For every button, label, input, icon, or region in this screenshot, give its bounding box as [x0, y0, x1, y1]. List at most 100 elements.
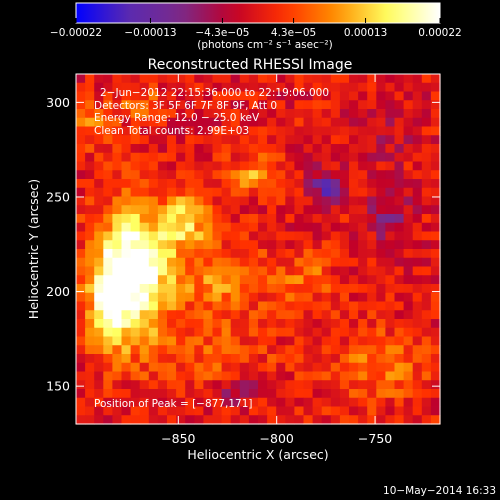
heatmap-cell: [303, 144, 314, 154]
heatmap-cell: [403, 284, 414, 294]
heatmap-cell: [139, 362, 150, 373]
heatmap-cell: [203, 354, 214, 364]
heatmap-cell: [212, 257, 223, 268]
heatmap-cell: [258, 292, 268, 303]
heatmap-cell: [367, 179, 377, 189]
heatmap-cell: [76, 275, 86, 285]
heatmap-cell: [303, 257, 314, 268]
heatmap-cell: [385, 74, 396, 84]
heatmap-cell: [385, 319, 396, 329]
heatmap-cell: [248, 205, 259, 215]
heatmap-cell: [103, 284, 113, 294]
x-tick-label: −850: [161, 431, 195, 446]
heatmap-cell: [403, 240, 414, 250]
heatmap-cell: [303, 284, 314, 294]
heatmap-cell: [112, 249, 123, 259]
heatmap-cell: [103, 152, 113, 163]
heatmap-cell: [267, 179, 277, 189]
heatmap-cell: [185, 257, 195, 268]
heatmap-cell: [330, 345, 341, 355]
heatmap-cell: [103, 187, 113, 198]
heatmap-cell: [412, 362, 423, 373]
heatmap-cell: [130, 415, 141, 425]
heatmap-cell: [276, 170, 286, 180]
heatmap-cell: [303, 406, 314, 416]
heatmap-cell: [112, 240, 123, 250]
heatmap-cell: [212, 319, 223, 329]
heatmap-cell: [385, 231, 396, 241]
heatmap-cell: [403, 196, 414, 206]
heatmap-cell: [430, 319, 441, 329]
heatmap-cell: [303, 336, 314, 346]
heatmap-cell: [212, 362, 223, 373]
heatmap-cell: [103, 91, 113, 101]
heatmap-cell: [194, 354, 204, 364]
heatmap-cell: [76, 91, 86, 101]
heatmap-cell: [203, 117, 214, 128]
heatmap-cell: [221, 292, 232, 303]
heatmap-cell: [85, 336, 95, 346]
heatmap-cell: [148, 266, 159, 276]
heatmap-cell: [330, 397, 341, 408]
heatmap-cell: [194, 336, 204, 346]
heatmap-cell: [258, 231, 268, 241]
heatmap-cell: [285, 196, 295, 206]
heatmap-cell: [276, 310, 286, 320]
heatmap-cell: [394, 91, 405, 101]
heatmap-cell: [339, 249, 350, 259]
heatmap-cell: [358, 275, 368, 285]
heatmap-cell: [276, 187, 286, 198]
heatmap-cell: [358, 100, 368, 110]
heatmap-cell: [312, 389, 323, 399]
heatmap-cell: [276, 292, 286, 303]
heatmap-cell: [303, 109, 314, 119]
heatmap-cell: [139, 161, 150, 171]
heatmap-cell: [376, 161, 386, 171]
heatmap-cell: [157, 161, 168, 171]
heatmap-cell: [76, 205, 86, 215]
heatmap-cell: [349, 292, 359, 303]
heatmap-cell: [121, 205, 132, 215]
heatmap-cell: [230, 135, 241, 145]
heatmap-cell: [167, 152, 177, 163]
heatmap-cell: [376, 362, 386, 373]
heatmap-cell: [330, 310, 341, 320]
heatmap-cell: [430, 406, 441, 416]
heatmap-cell: [376, 135, 386, 145]
heatmap-cell: [376, 74, 386, 84]
heatmap-cell: [358, 397, 368, 408]
heatmap-cell: [76, 406, 86, 416]
heatmap-cell: [112, 187, 123, 198]
heatmap-cell: [103, 179, 113, 189]
heatmap-cell: [258, 319, 268, 329]
heatmap-cell: [385, 397, 396, 408]
heatmap-cell: [112, 336, 123, 346]
heatmap-cell: [303, 126, 314, 136]
heatmap-cell: [430, 179, 441, 189]
heatmap-cell: [421, 82, 432, 93]
heatmap-cell: [430, 371, 441, 381]
heatmap-cell: [285, 292, 295, 303]
heatmap-cell: [330, 222, 341, 233]
heatmap-cell: [94, 310, 104, 320]
heatmap-cell: [203, 179, 214, 189]
heatmap-cell: [139, 310, 150, 320]
heatmap-cell: [421, 327, 432, 338]
heatmap-cell: [385, 152, 396, 163]
heatmap-cell: [367, 336, 377, 346]
heatmap-cell: [121, 406, 132, 416]
heatmap-cell: [139, 336, 150, 346]
heatmap-cell: [130, 91, 141, 101]
heatmap-cell: [157, 144, 168, 154]
heatmap-cell: [294, 284, 305, 294]
heatmap-cell: [112, 91, 123, 101]
heatmap-cell: [330, 275, 341, 285]
colorbar: −0.00022 −0.00013 −4.3e−05 4.3e−05 0.00013 0.…: [50, 2, 462, 51]
heatmap-cell: [303, 397, 314, 408]
heatmap-cell: [394, 415, 405, 425]
heatmap-cell: [321, 292, 332, 303]
heatmap-cell: [185, 336, 195, 346]
heatmap-cell: [239, 109, 250, 119]
heatmap-cell: [239, 91, 250, 101]
heatmap-cell: [321, 109, 332, 119]
